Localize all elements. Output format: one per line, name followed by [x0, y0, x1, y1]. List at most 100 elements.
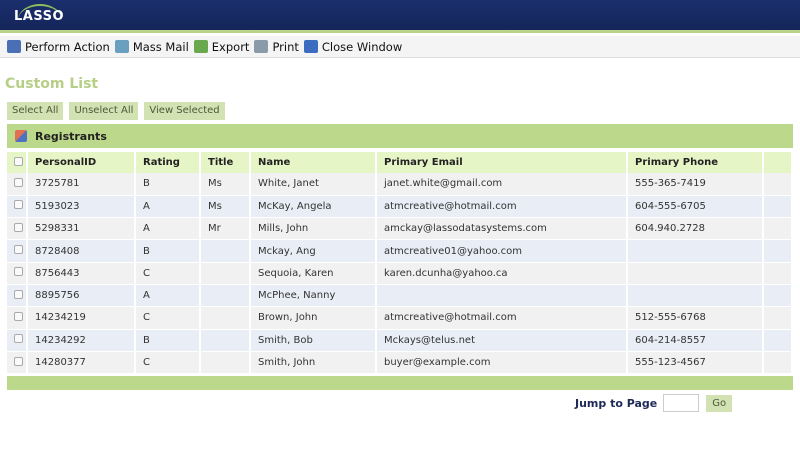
cell-title: [200, 306, 251, 330]
view-selected-button[interactable]: View Selected: [144, 102, 225, 120]
cell-name: White, Janet: [250, 173, 377, 196]
cell-name: Mills, John: [250, 217, 377, 241]
cell-rating: C: [135, 351, 201, 375]
unselect-all-button[interactable]: Unselect All: [69, 102, 139, 120]
jump-to-page: Jump to Page Go: [575, 394, 733, 412]
toolbar-export[interactable]: Export: [193, 39, 250, 54]
export-icon: [193, 40, 208, 53]
row-checkbox-cell[interactable]: [7, 262, 28, 285]
row-checkbox[interactable]: [14, 200, 23, 210]
table-row[interactable]: 14234219 C Brown, John atmcreative@hotmail.…: [7, 306, 793, 330]
row-checkbox[interactable]: [14, 311, 23, 321]
table-row[interactable]: 8728408 B Mckay, Ang atmcreative01@yahoo.co…: [7, 239, 793, 263]
cell-primary-email: Mckays@telus.net: [376, 329, 628, 352]
cell-extra: [763, 329, 793, 352]
toolbar-mass-mail[interactable]: Mass Mail: [114, 39, 189, 54]
cell-extra: [763, 351, 793, 375]
table-row[interactable]: 5298331 A Mr Mills, John amckay@lassodatasys…: [7, 217, 793, 241]
toolbar-print[interactable]: Print: [254, 39, 299, 54]
toolbar: Perform Action Mass Mail Export Print Close …: [0, 36, 800, 58]
row-checkbox-cell[interactable]: [7, 351, 28, 375]
row-checkbox-cell[interactable]: [7, 195, 28, 219]
toolbar-close-window[interactable]: Close Window: [303, 40, 402, 54]
select-all-checkbox-cell[interactable]: [7, 152, 28, 173]
row-checkbox-cell[interactable]: [7, 217, 28, 241]
print-icon: [254, 40, 269, 53]
row-checkbox[interactable]: [14, 177, 23, 187]
cell-primary-email: amckay@lassodatasystems.com: [376, 217, 628, 241]
cell-primary-email: atmcreative@hotmail.com: [376, 195, 628, 219]
header-checkbox[interactable]: [14, 156, 23, 166]
cell-personalid: 8756443: [27, 262, 136, 285]
cell-extra: [763, 173, 793, 196]
cell-rating: A: [135, 217, 201, 241]
cell-primary-phone: 512-555-6768: [627, 306, 764, 330]
cell-extra: [763, 306, 793, 330]
column-header-primary-phone[interactable]: Primary Phone: [627, 152, 764, 173]
jump-to-page-label: Jump to Page: [575, 396, 658, 410]
cell-personalid: 5298331: [27, 217, 136, 241]
cell-rating: B: [135, 239, 201, 263]
cell-title: [200, 284, 251, 308]
row-checkbox-cell[interactable]: [7, 284, 28, 308]
cell-primary-email: atmcreative@hotmail.com: [376, 306, 628, 330]
column-header-rating[interactable]: Rating: [135, 152, 201, 173]
row-checkbox[interactable]: [14, 289, 23, 299]
logo-arc: [18, 4, 62, 20]
table-row[interactable]: 8756443 C Sequoia, Karen karen.dcunha@yahoo…: [7, 262, 793, 285]
cell-personalid: 8895756: [27, 284, 136, 308]
toolbar-label: Export: [211, 39, 250, 54]
column-header-name[interactable]: Name: [250, 152, 377, 173]
cell-primary-phone: 604-214-8557: [627, 329, 764, 352]
row-checkbox-cell[interactable]: [7, 306, 28, 330]
cell-primary-email: karen.dcunha@yahoo.ca: [376, 262, 628, 285]
column-header-title[interactable]: Title: [200, 152, 251, 173]
row-checkbox-cell[interactable]: [7, 329, 28, 352]
cell-primary-email: [376, 284, 628, 308]
row-checkbox-cell[interactable]: [7, 239, 28, 263]
cell-name: Smith, Bob: [250, 329, 377, 352]
toolbar-label: Print: [272, 39, 299, 54]
cell-title: Ms: [200, 195, 251, 219]
row-checkbox[interactable]: [14, 245, 23, 255]
toolbar-perform-action[interactable]: Perform Action: [7, 40, 110, 54]
cell-extra: [763, 217, 793, 241]
row-checkbox[interactable]: [14, 356, 23, 366]
table-row[interactable]: 14234292 B Smith, Bob Mckays@telus.net 604-2…: [7, 329, 793, 352]
cell-personalid: 14234292: [27, 329, 136, 352]
mass-mail-icon: [114, 40, 129, 53]
cell-rating: C: [135, 306, 201, 330]
cell-personalid: 5193023: [27, 195, 136, 219]
page-number-input[interactable]: [663, 394, 700, 412]
page-title: Custom List: [5, 76, 99, 92]
cell-primary-phone: [627, 262, 764, 285]
select-all-button[interactable]: Select All: [7, 102, 64, 120]
go-button[interactable]: Go: [706, 394, 733, 412]
table-row[interactable]: 8895756 A McPhee, Nanny: [7, 284, 793, 308]
cell-extra: [763, 239, 793, 263]
row-checkbox[interactable]: [14, 222, 23, 232]
cell-primary-phone: [627, 284, 764, 308]
close-window-icon: [303, 40, 318, 53]
column-header-personalid[interactable]: PersonalID: [27, 152, 136, 173]
cell-name: McPhee, Nanny: [250, 284, 377, 308]
table-row[interactable]: 14280377 C Smith, John buyer@example.com 555…: [7, 351, 793, 375]
row-checkbox[interactable]: [14, 267, 23, 277]
grid-table-icon: [15, 130, 27, 142]
table-row[interactable]: 3725781 B Ms White, Janet janet.white@gmail.…: [7, 173, 793, 196]
cell-name: McKay, Angela: [250, 195, 377, 219]
cell-primary-email: buyer@example.com: [376, 351, 628, 375]
cell-title: Ms: [200, 173, 251, 196]
row-checkbox-cell[interactable]: [7, 173, 28, 196]
table-row[interactable]: 5193023 A Ms McKay, Angela atmcreative@hotma…: [7, 195, 793, 219]
cell-personalid: 3725781: [27, 173, 136, 196]
app-header: LASSO: [0, 0, 800, 33]
row-checkbox[interactable]: [14, 334, 23, 344]
cell-primary-phone: [627, 239, 764, 263]
toolbar-label: Mass Mail: [132, 39, 189, 54]
column-header-primary-email[interactable]: Primary Email: [376, 152, 628, 173]
grid-title-bar: Registrants: [7, 124, 793, 148]
registrants-table: PersonalID Rating Title Name Primary Email Pr…: [7, 152, 793, 375]
grid-title: Registrants: [35, 129, 107, 143]
cell-name: Smith, John: [250, 351, 377, 375]
